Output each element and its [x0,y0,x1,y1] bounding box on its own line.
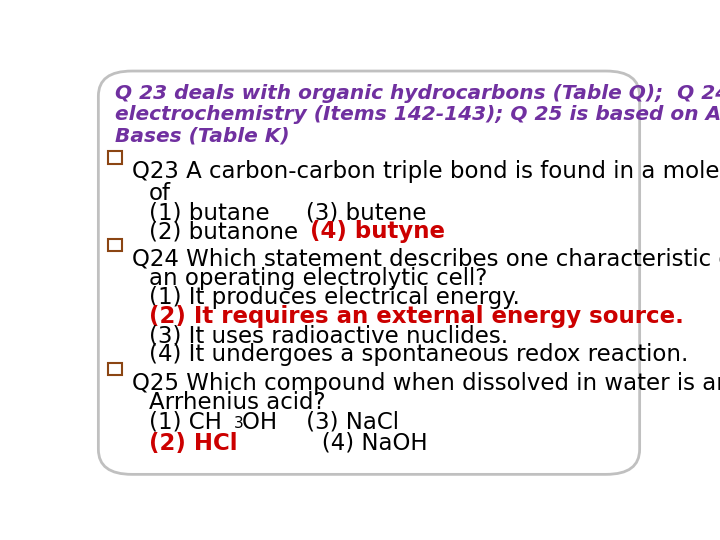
Text: electrochemistry (Items 142-143); Q 25 is based on Acids and: electrochemistry (Items 142-143); Q 25 i… [115,105,720,124]
Text: (1) It produces electrical energy.: (1) It produces electrical energy. [148,286,519,309]
Text: (3) It uses radioactive nuclides.: (3) It uses radioactive nuclides. [148,324,508,347]
Text: (4) NaOH: (4) NaOH [242,431,428,455]
Text: OH    (3) NaCl: OH (3) NaCl [242,411,399,434]
Text: an operating electrolytic cell?: an operating electrolytic cell? [148,267,487,290]
Bar [108,362,122,375]
Text: Arrhenius acid?: Arrhenius acid? [148,391,325,414]
Text: Bases (Table K): Bases (Table K) [115,127,289,146]
Text: (4) butyne: (4) butyne [310,220,446,244]
Bar [108,151,122,164]
Text: Q25 Which compound when dissolved in water is an: Q25 Which compound when dissolved in wat… [132,372,720,395]
Text: (1) butane     (3) butene: (1) butane (3) butene [148,201,426,224]
Text: Q23 A carbon-carbon triple bond is found in a molecule: Q23 A carbon-carbon triple bond is found… [132,160,720,184]
Bar [108,239,122,251]
Text: (1) CH: (1) CH [148,411,222,434]
Text: (2) HCl: (2) HCl [148,431,237,455]
Text: Q 23 deals with organic hydrocarbons (Table Q);  Q 24 is based on: Q 23 deals with organic hydrocarbons (Ta… [115,84,720,103]
Text: (2) butanone: (2) butanone [148,220,312,244]
FancyBboxPatch shape [99,71,639,474]
Text: (4) It undergoes a spontaneous redox reaction.: (4) It undergoes a spontaneous redox rea… [148,343,688,366]
Text: Q24 Which statement describes one characteristic of: Q24 Which statement describes one charac… [132,248,720,271]
Text: of: of [148,182,171,205]
Text: (2) It requires an external energy source.: (2) It requires an external energy sourc… [148,305,683,328]
Text: 3: 3 [234,416,243,431]
